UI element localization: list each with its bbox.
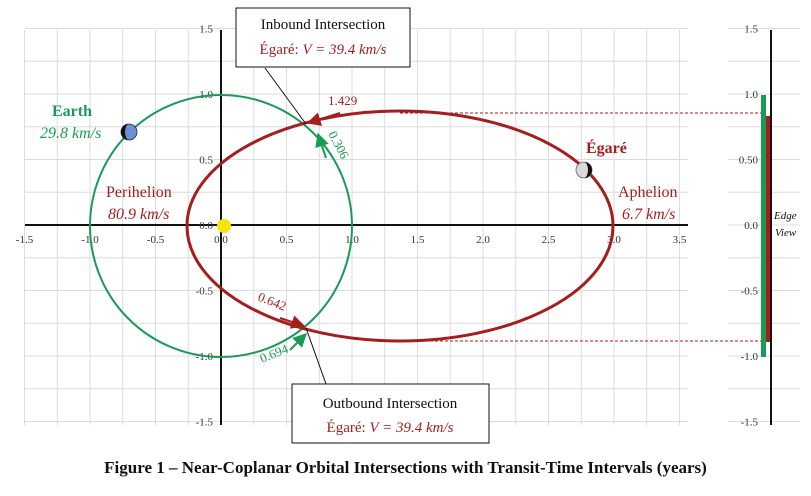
- perihelion-speed: 80.9 km/s: [108, 206, 169, 223]
- edge-tick-label: 0.0: [744, 220, 758, 232]
- orbit-diagram: -1.5 -1.0 -0.5 0.0 0.5 1.0 1.5 2.0 2.5 3.0 3.5 1.5…: [16, 7, 800, 444]
- y-tick-label: 0.5: [199, 155, 213, 167]
- inbound-equation: V = 39.4 km/s: [302, 42, 386, 58]
- x-tick-label: 3.5: [673, 234, 687, 246]
- outbound-leader-line: [305, 327, 327, 385]
- interval-top: 1.429: [328, 93, 357, 108]
- outbound-speed: Égaré: V = 39.4 km/s: [327, 419, 454, 436]
- sun-icon: [217, 219, 231, 233]
- x-tick-label: 0.0: [214, 234, 228, 246]
- egare-inbound-arrow: [306, 112, 341, 126]
- outbound-title: Outbound Intersection: [323, 396, 458, 412]
- earth-outbound-arrow: [289, 333, 307, 351]
- inbound-title: Inbound Intersection: [261, 17, 386, 33]
- edge-tick-label: 1.5: [744, 24, 758, 36]
- edge-view-egare-bar: [766, 116, 770, 342]
- earth-icon: [120, 123, 138, 141]
- x-tick-labels: -1.5 -1.0 -0.5 0.0 0.5 1.0 1.5 2.0 2.5 3.0 3.5: [16, 234, 687, 246]
- earth-orbit: [89, 94, 353, 358]
- inbound-speed: Égaré: V = 39.4 km/s: [260, 41, 387, 58]
- egare-icon: [575, 161, 593, 179]
- earth-label: Earth: [52, 103, 92, 120]
- edge-view-earth-bar: [761, 95, 766, 357]
- earth-speed: 29.8 km/s: [40, 125, 101, 142]
- x-tick-label: 2.0: [476, 234, 490, 246]
- y-tick-label: 1.5: [199, 24, 213, 36]
- inbound-leader-line: [264, 67, 307, 125]
- perihelion-label: Perihelion: [106, 184, 172, 201]
- edge-view-tick-labels: 1.5 1.0 0.50 0.0 -0.5 -1.0 -1.5: [739, 24, 759, 429]
- inbound-prefix: Égaré:: [260, 41, 303, 58]
- egare-orbit: [185, 109, 615, 343]
- edge-tick-label: 1.0: [744, 89, 758, 101]
- x-tick-label: 0.5: [280, 234, 294, 246]
- outbound-prefix: Égaré:: [327, 419, 370, 436]
- edge-tick-label: -0.5: [741, 286, 759, 298]
- edge-view-label-line1: Edge: [773, 210, 797, 222]
- outbound-callout: Outbound Intersection Égaré: V = 39.4 km…: [291, 383, 490, 444]
- x-tick-label: 2.5: [542, 234, 556, 246]
- edge-view-label-line2: View: [775, 227, 797, 239]
- edge-tick-label: 0.50: [739, 155, 759, 167]
- y-tick-labels: 1.51.00.50.0-0.5-1.0-1.5: [196, 24, 214, 429]
- outbound-equation: V = 39.4 km/s: [369, 420, 453, 436]
- y-tick-label: 0.0: [199, 220, 213, 232]
- y-tick-label: -1.5: [196, 417, 214, 429]
- x-tick-label: 1.5: [411, 234, 425, 246]
- grid-lines: [24, 28, 688, 425]
- egare-label: Égaré: [586, 138, 627, 157]
- x-tick-label: -1.5: [16, 234, 34, 246]
- aphelion-label: Aphelion: [618, 184, 678, 201]
- inbound-callout: Inbound Intersection Égaré: V = 39.4 km/…: [235, 7, 411, 68]
- aphelion-speed: 6.7 km/s: [622, 206, 675, 223]
- figure-caption: Figure 1 – Near-Coplanar Orbital Interse…: [104, 458, 707, 477]
- earth-inbound-arrow: [315, 132, 329, 159]
- y-tick-label: -0.5: [196, 286, 214, 298]
- interval-inbound-earth: 0.306: [325, 128, 352, 161]
- y-tick-label: -1.0: [196, 351, 214, 363]
- x-tick-label: -0.5: [147, 234, 165, 246]
- edge-tick-label: -1.5: [741, 417, 759, 429]
- edge-tick-label: -1.0: [741, 351, 759, 363]
- interval-outbound-earth: 0.694: [258, 341, 291, 366]
- interval-outbound-egare: 0.642: [256, 289, 289, 314]
- egare-outbound-arrow: [279, 315, 306, 329]
